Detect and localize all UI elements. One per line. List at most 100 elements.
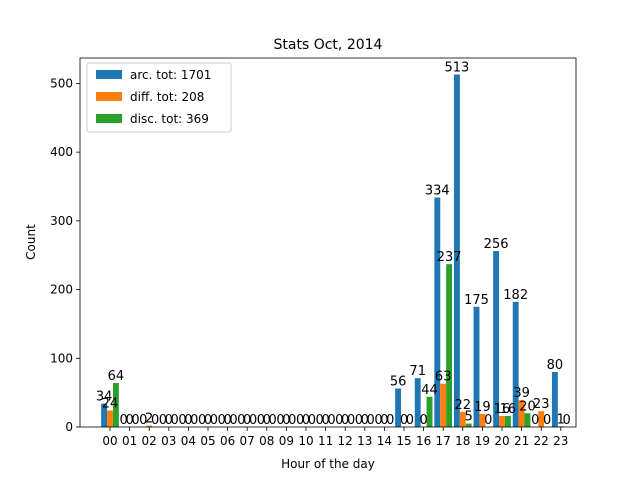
data-label-s0-11: 0: [316, 413, 324, 428]
x-tick-label: 06: [220, 434, 235, 448]
data-label-s0-07: 0: [237, 413, 245, 428]
data-label-s2-09: 0: [288, 413, 296, 428]
data-label-s1-00: 24: [102, 397, 119, 412]
bar-s1-02: [146, 425, 153, 427]
chart-title: Stats Oct, 2014: [274, 37, 383, 53]
x-tick-label: 07: [240, 434, 255, 448]
data-label-s2-08: 0: [269, 413, 277, 428]
data-label-s1-02: 2: [145, 412, 153, 427]
data-label-s2-20: 16: [500, 402, 517, 417]
x-tick-label: 18: [455, 434, 470, 448]
data-label-s1-07: 0: [243, 413, 251, 428]
data-label-s0-21: 182: [503, 288, 528, 303]
x-tick-label: 13: [357, 434, 372, 448]
legend-swatch-1: [96, 92, 122, 101]
data-label-s0-16: 71: [409, 364, 426, 379]
bar-s2-17: [446, 264, 453, 427]
x-tick-label: 02: [142, 434, 157, 448]
data-label-s1-10: 0: [302, 413, 310, 428]
data-label-s2-01: 0: [131, 413, 139, 428]
x-tick-label: 22: [534, 434, 549, 448]
bar-s1-17: [440, 383, 447, 427]
data-label-s0-14: 0: [374, 413, 382, 428]
x-tick-label: 15: [396, 434, 411, 448]
data-label-s2-19: 0: [484, 413, 492, 428]
data-label-s1-01: 0: [125, 413, 133, 428]
data-label-s0-00: 34: [96, 390, 113, 405]
data-label-s0-20: 256: [484, 237, 509, 252]
legend-swatch-2: [96, 114, 122, 123]
data-label-s1-15: 0: [400, 413, 408, 428]
legend-label-1: diff. tot: 208: [130, 90, 204, 104]
data-label-s1-03: 0: [165, 413, 173, 428]
data-label-s1-21: 39: [513, 386, 530, 401]
x-tick-label: 08: [259, 434, 274, 448]
x-tick-label: 05: [200, 434, 215, 448]
bar-s0-18: [453, 74, 460, 428]
data-label-s2-10: 0: [308, 413, 316, 428]
data-label-s2-17: 237: [437, 250, 462, 265]
data-label-s2-05: 0: [210, 413, 218, 428]
x-tick-label: 00: [102, 434, 117, 448]
data-label-s0-10: 0: [296, 413, 304, 428]
data-label-s0-23: 80: [547, 358, 564, 373]
data-label-s2-13: 0: [367, 413, 375, 428]
data-label-s0-12: 0: [335, 413, 343, 428]
data-label-s0-15: 56: [390, 375, 407, 390]
data-label-s2-04: 0: [190, 413, 198, 428]
bar-s2-18: [465, 423, 472, 427]
data-labels-layer: 340 0 0 0 0 0 0 0 0 0 0 0 0 0567133451317525618208024…: [96, 60, 571, 428]
data-label-s2-18: 5: [465, 410, 473, 425]
data-label-s1-14: 0: [380, 413, 388, 428]
y-tick-label: 400: [50, 145, 73, 159]
x-tick-label: 09: [279, 434, 294, 448]
x-tick-label: 19: [475, 434, 490, 448]
bar-s0-19: [473, 306, 480, 427]
bar-s1-18: [459, 411, 466, 427]
data-label-s1-11: 0: [321, 413, 329, 428]
legend-box: [86, 62, 232, 133]
legend: arc. tot: 1701 diff. tot: 208 disc. tot: 3…: [86, 62, 232, 133]
data-label-s0-22: 0: [531, 413, 539, 428]
bar-s0-00: [101, 403, 108, 427]
data-label-s1-13: 0: [361, 413, 369, 428]
bar-s0-17: [434, 197, 441, 427]
data-label-s1-08: 0: [263, 413, 271, 428]
x-tick-label: 16: [416, 434, 431, 448]
data-label-s0-19: 175: [464, 293, 489, 308]
x-tick-label: 04: [181, 434, 196, 448]
data-label-s2-23: 0: [563, 413, 571, 428]
data-label-s2-21: 20: [519, 399, 536, 414]
y-axis-label: Count: [24, 224, 38, 260]
x-tick-label: 20: [494, 434, 509, 448]
data-label-s1-17: 63: [435, 370, 452, 385]
plot-frame: [79, 57, 577, 428]
data-label-s1-23: 1: [557, 412, 565, 427]
bar-s2-20: [504, 416, 511, 427]
x-tick-label: 03: [161, 434, 176, 448]
data-label-s2-12: 0: [347, 413, 355, 428]
bar-s0-23: [551, 372, 558, 427]
legend-label-0: arc. tot: 1701: [130, 68, 211, 82]
data-label-s1-09: 0: [282, 413, 290, 428]
data-label-s0-18: 513: [444, 60, 469, 75]
x-axis-label: Hour of the day: [281, 457, 375, 471]
y-tick-label: 0: [65, 420, 73, 434]
data-label-s0-06: 0: [218, 413, 226, 428]
bar-s1-19: [479, 413, 486, 427]
data-label-s1-04: 0: [184, 413, 192, 428]
x-axis: 00 01 02 03 04 05 06 07 08 09 10 11 12 13 14 15 16 17 18 19…: [102, 427, 568, 448]
y-axis: 0 100 200 300 400 500: [50, 76, 80, 434]
x-tick-label: 10: [298, 434, 313, 448]
x-tick-label: 21: [514, 434, 529, 448]
data-label-s2-16: 44: [421, 383, 438, 398]
data-label-s2-22: 0: [543, 413, 551, 428]
data-label-s2-02: 0: [151, 413, 159, 428]
y-tick-label: 100: [50, 351, 73, 365]
bar-s0-21: [512, 301, 519, 427]
y-tick-label: 300: [50, 214, 73, 228]
data-label-s0-17: 334: [425, 183, 450, 198]
data-label-s1-19: 19: [474, 400, 491, 415]
data-label-s1-18: 22: [455, 398, 472, 413]
